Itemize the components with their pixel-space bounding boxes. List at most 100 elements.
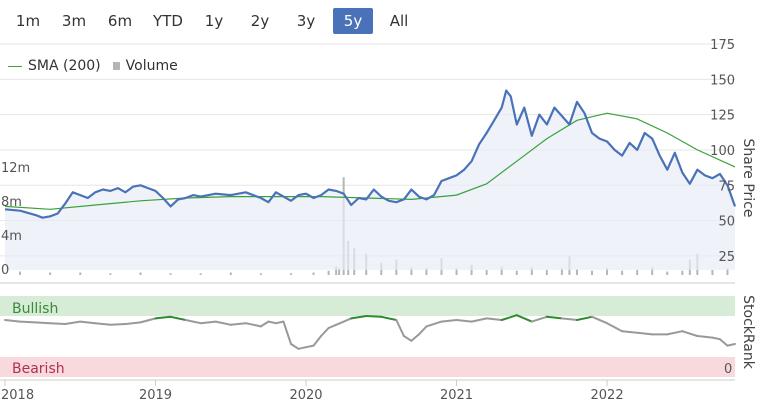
- stockrank-segment: [109, 323, 127, 326]
- price-tick-125: 125: [710, 109, 735, 124]
- volume-bar: [139, 272, 142, 275]
- x-tick-2018: 2018: [1, 388, 34, 402]
- stockrank-segment: [305, 344, 315, 349]
- volume-bar: [575, 269, 578, 275]
- volume-axis-ticks: 0 4m 8m 12m: [1, 161, 30, 278]
- price-tick-75: 75: [718, 179, 735, 194]
- stockrank-axis-title: StockRank: [740, 295, 756, 370]
- volume-bar: [666, 271, 669, 275]
- price-line: [4, 89, 737, 219]
- stockrank-segment: [312, 335, 323, 347]
- range-button-1m[interactable]: 1m: [15, 12, 41, 30]
- volume-bar: [485, 269, 488, 275]
- stockrank-segment: [64, 320, 82, 325]
- sma-legend-swatch: [8, 65, 22, 67]
- price-tick-50: 50: [718, 215, 735, 230]
- range-button-3m[interactable]: 3m: [61, 12, 87, 30]
- stockrank-segment: [530, 315, 548, 323]
- volume-legend-label[interactable]: Volume: [125, 58, 178, 74]
- x-tick-2019: 2019: [139, 388, 172, 402]
- volume-bar: [711, 269, 714, 275]
- volume-bar: [681, 270, 684, 275]
- range-button-3y[interactable]: 3y: [296, 12, 316, 30]
- volume-bar: [79, 272, 82, 275]
- stockrank-tick-0: 0: [724, 362, 732, 377]
- stockrank-bands: [0, 296, 735, 377]
- stockrank-segment: [282, 320, 292, 345]
- stockrank-segment: [470, 317, 488, 323]
- stockrank-segment: [139, 317, 157, 324]
- volume-tick-4m: 4m: [1, 229, 22, 244]
- range-button-1y[interactable]: 1y: [204, 12, 224, 30]
- stockrank-segment: [297, 346, 308, 350]
- chart-legend: SMA (200) Volume: [8, 58, 178, 78]
- stockrank-segment: [184, 319, 202, 325]
- stockrank-segment: [49, 322, 67, 325]
- volume-bar: [455, 268, 458, 275]
- stockrank-segment: [395, 319, 405, 337]
- volume-bar: [19, 271, 22, 275]
- sma-line: [4, 112, 736, 210]
- stockrank-segment: [320, 327, 330, 337]
- stockrank-segment: [259, 320, 270, 328]
- stockrank-segment: [402, 335, 413, 342]
- volume-bar: [229, 272, 232, 275]
- stockrank-segment: [485, 317, 503, 321]
- stockrank-segment: [365, 315, 383, 318]
- volume-bar: [651, 267, 654, 275]
- stockrank-segment: [417, 325, 428, 336]
- volume-tick-12m: 12m: [1, 161, 30, 176]
- stockrank-segment: [636, 331, 654, 336]
- price-axis-title: Share Price: [740, 138, 756, 217]
- stockrank-segment: [169, 315, 187, 321]
- price-tick-100: 100: [710, 144, 735, 159]
- range-button-6m[interactable]: 6m: [107, 12, 133, 30]
- x-tick-2022: 2022: [591, 388, 624, 402]
- volume-bar: [560, 268, 563, 275]
- stockrank-segment: [267, 320, 277, 325]
- x-tick-2021: 2021: [440, 388, 473, 402]
- volume-bar: [425, 268, 428, 275]
- stockrank-segment: [229, 322, 247, 326]
- stockrank-segment: [425, 320, 443, 328]
- stockrank-segment: [19, 320, 37, 324]
- stockrank-segment: [214, 320, 232, 326]
- sma-legend-label[interactable]: SMA (200): [28, 58, 101, 74]
- volume-bar: [410, 267, 413, 275]
- bullish-band: [0, 296, 735, 316]
- volume-bar: [726, 268, 729, 275]
- stockrank-segment: [274, 320, 285, 325]
- bullish-label: Bullish: [12, 301, 58, 317]
- stockrank-segment: [621, 330, 639, 334]
- volume-bar: [338, 268, 341, 275]
- stockrank-segment: [591, 315, 609, 325]
- volume-bar: [109, 273, 112, 275]
- range-button-all[interactable]: All: [389, 12, 409, 30]
- stockrank-segment: [681, 330, 699, 337]
- stockrank-segment: [199, 320, 217, 325]
- stockrank-segment: [94, 322, 112, 326]
- stockrank-segment: [575, 315, 594, 321]
- volume-bar: [530, 267, 533, 275]
- volume-bar: [621, 270, 624, 275]
- price-area: [5, 90, 735, 270]
- volume-bar: [49, 272, 52, 275]
- stockrank-segment: [34, 321, 52, 325]
- stockrank-segment: [726, 343, 736, 347]
- stockrank-segment: [335, 317, 353, 326]
- stockrank-segment: [244, 322, 262, 328]
- price-tick-150: 150: [710, 73, 735, 88]
- range-button-2y[interactable]: 2y: [250, 12, 270, 30]
- volume-bar: [636, 269, 639, 275]
- price-tick-25: 25: [718, 250, 735, 265]
- stockrank-segment: [350, 315, 368, 320]
- volume-bar: [500, 266, 503, 275]
- volume-bar: [591, 270, 594, 275]
- range-button-5y[interactable]: 5y: [333, 8, 373, 34]
- stockrank-segment: [545, 315, 563, 320]
- volume-bar: [335, 266, 338, 275]
- bearish-band: [0, 357, 735, 377]
- bearish-label: Bearish: [12, 361, 65, 377]
- volume-bar: [289, 273, 292, 275]
- range-button-ytd[interactable]: YTD: [153, 12, 183, 30]
